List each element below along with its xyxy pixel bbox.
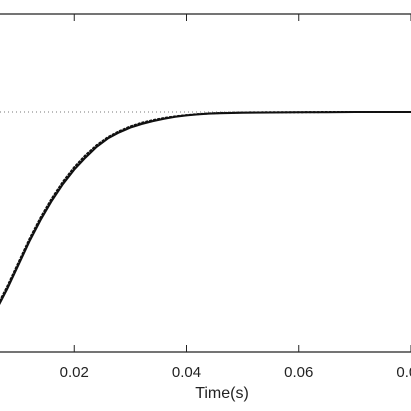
series-layer	[0, 111, 411, 306]
x-tick-label-3: 0.06	[284, 364, 313, 381]
axes-layer	[0, 13, 411, 353]
x-tick-label-2: 0.04	[172, 364, 201, 381]
x-tick-label-1: 0.02	[60, 364, 89, 381]
x-axis-title: Time(s)	[195, 385, 249, 402]
x-tick-label-4: 0.08	[396, 364, 411, 381]
ticks-layer: 0.02 0.04 0.06 0.08	[60, 14, 411, 381]
series-line-2	[0, 111, 411, 303]
